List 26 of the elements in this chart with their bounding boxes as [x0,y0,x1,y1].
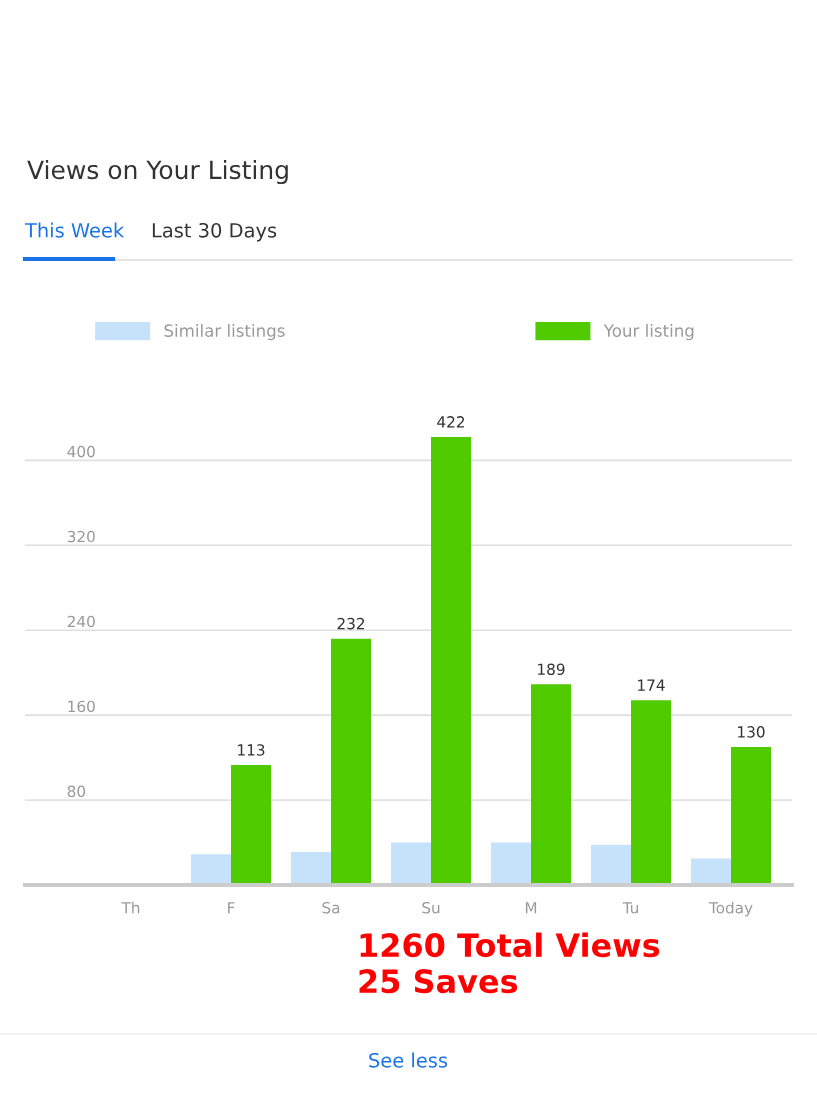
text: This Week [24,222,125,238]
x-tick-label: M [525,902,537,914]
x-tick-label: Today [708,901,753,917]
data-label: 130 [738,726,765,738]
x-tick-label: Sa [322,901,340,914]
text: 25 Saves [359,969,518,994]
x-tick-label: Th [121,901,140,914]
data-label: 174 [638,679,665,691]
text: 1260 Total Views [360,932,660,958]
chart-title: Views on Your Listing [27,159,288,185]
text: See less [369,1052,448,1068]
x-tick-label: F [228,902,235,914]
data-label: 422 [437,416,465,428]
legend-label: Similar listings [164,324,285,341]
text: Last 30 Days [152,222,277,242]
y-tick-label: 320 [67,530,95,543]
y-tick-label: 160 [68,700,95,713]
data-label: 113 [238,744,265,756]
data-label: 189 [538,663,565,676]
x-tick-label: Tu [622,902,638,914]
legend-label: Your listing [603,324,694,341]
x-tick-label: Su [422,901,440,914]
y-tick-label: 80 [67,785,86,798]
y-tick-label: 400 [67,445,95,458]
data-label: 232 [337,617,365,630]
y-tick-label: 240 [67,615,95,628]
